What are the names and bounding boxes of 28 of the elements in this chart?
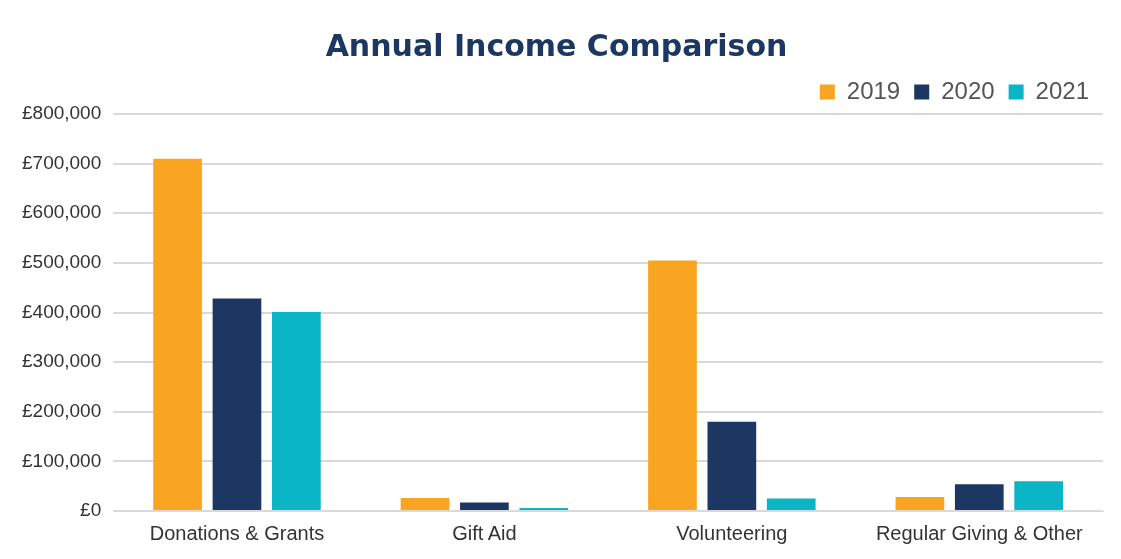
bar — [766, 498, 816, 510]
bar — [400, 498, 450, 510]
bar — [648, 260, 697, 510]
y-tick-label: £100,000 — [22, 449, 102, 471]
bar — [212, 298, 262, 510]
y-tick-label: £200,000 — [22, 399, 102, 421]
bar — [1014, 481, 1064, 510]
chart-title: Annual Income Comparison — [325, 27, 788, 63]
y-tick-label: £600,000 — [22, 201, 102, 223]
bar — [460, 502, 509, 510]
y-tick-label: £800,000 — [22, 102, 102, 124]
x-tick-label: Volunteering — [676, 521, 788, 544]
y-tick-label: £0 — [80, 499, 102, 521]
y-tick-label: £300,000 — [22, 350, 102, 372]
bar — [707, 421, 757, 510]
y-tick-label: £500,000 — [22, 251, 102, 273]
x-tick-label: Gift Aid — [452, 521, 517, 544]
x-tick-label: Regular Giving & Other — [875, 521, 1083, 544]
legend-label: 2021 — [1035, 76, 1089, 104]
bar — [153, 158, 202, 510]
x-tick-label: Donations & Grants — [149, 521, 325, 544]
bar — [954, 484, 1004, 510]
bar — [895, 497, 945, 510]
bar — [272, 312, 321, 510]
y-tick-label: £400,000 — [22, 300, 102, 322]
legend-label: 2019 — [846, 76, 901, 104]
y-tick-label: £700,000 — [22, 151, 102, 173]
legend-label: 2020 — [941, 76, 995, 104]
